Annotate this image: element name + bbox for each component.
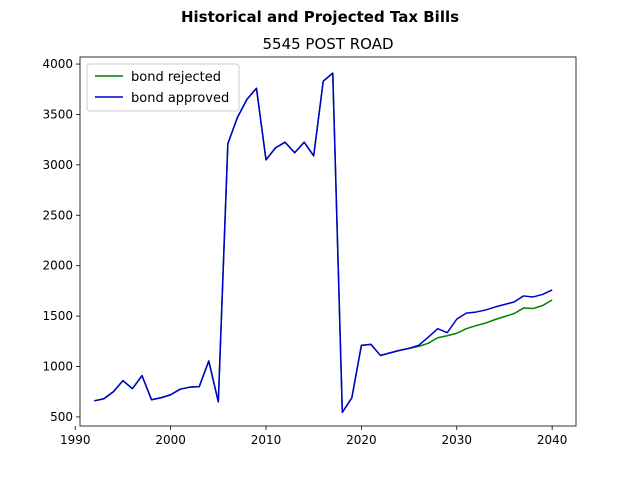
legend-box <box>86 63 240 112</box>
y-tick-label: 1000 <box>42 360 73 374</box>
y-tick-label: 4000 <box>42 57 73 71</box>
x-tick-label: 1990 <box>60 433 91 447</box>
y-tick-label: 2500 <box>42 208 73 222</box>
series-line-2 <box>94 72 553 414</box>
y-tick-label: 3500 <box>42 107 73 121</box>
axes-frame <box>79 56 577 427</box>
y-tick-label: 500 <box>50 410 73 424</box>
legend-label-1: bond rejected <box>131 70 221 85</box>
chart-title: 5545 POST ROAD <box>262 35 393 53</box>
x-tick-label: 2000 <box>155 433 186 447</box>
y-tick-label: 1500 <box>42 309 73 323</box>
x-tick-label: 2010 <box>251 433 282 447</box>
legend-label-2: bond approved <box>131 91 229 106</box>
plot-area: 1990 2000 2010 2020 2030 2040 500 1000 1500 2000 2… <box>42 56 577 447</box>
y-tick-label: 2000 <box>42 259 73 273</box>
x-tick-label: 2020 <box>346 433 377 447</box>
chart-suptitle: Historical and Projected Tax Bills <box>181 8 459 26</box>
y-tick-label: 3000 <box>42 158 73 172</box>
x-tick-label: 2040 <box>537 433 568 447</box>
x-tick-label: 2030 <box>441 433 472 447</box>
